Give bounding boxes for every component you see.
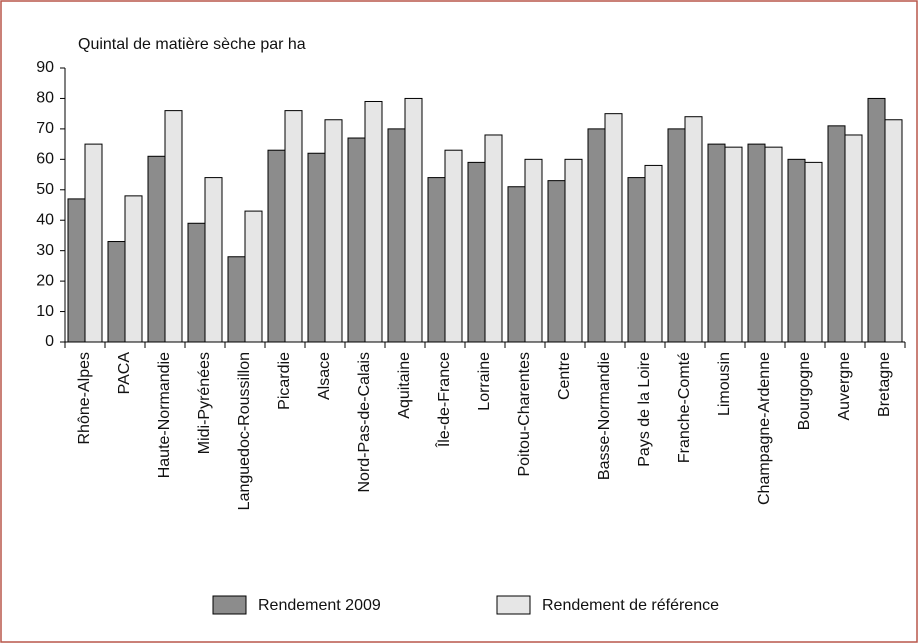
bar bbox=[244, 210, 263, 343]
bar bbox=[147, 155, 166, 343]
bar bbox=[867, 97, 886, 343]
y-tick-label: 60 bbox=[36, 151, 54, 168]
y-tick-label: 80 bbox=[36, 90, 54, 107]
bar bbox=[364, 100, 383, 343]
bar bbox=[307, 152, 326, 343]
bar bbox=[587, 128, 606, 343]
bar bbox=[467, 161, 486, 343]
bar bbox=[267, 149, 286, 343]
bar bbox=[444, 149, 463, 343]
x-tick-label: Bourgogne bbox=[796, 352, 813, 430]
x-tick-label: Picardie bbox=[276, 352, 293, 410]
bar bbox=[284, 110, 303, 343]
legend-label: Rendement 2009 bbox=[258, 597, 381, 614]
bar bbox=[67, 198, 86, 343]
bar bbox=[124, 195, 143, 343]
x-tick-label: Pays de la Loire bbox=[636, 352, 653, 467]
bar bbox=[387, 128, 406, 343]
bar bbox=[524, 158, 543, 343]
bar bbox=[884, 119, 903, 343]
y-tick-label: 10 bbox=[36, 303, 54, 320]
x-tick-label: Rhône-Alpes bbox=[76, 352, 93, 445]
x-tick-label: Poitou-Charentes bbox=[516, 352, 533, 477]
legend-label: Rendement de référence bbox=[542, 597, 719, 614]
bar bbox=[764, 146, 783, 343]
x-tick-label: Auvergne bbox=[836, 352, 853, 421]
bar bbox=[827, 125, 846, 343]
bar bbox=[564, 158, 583, 343]
x-tick-label: Basse-Normandie bbox=[596, 352, 613, 480]
y-tick-label: 90 bbox=[36, 59, 54, 76]
x-tick-label: Bretagne bbox=[876, 352, 893, 417]
y-tick-label: 20 bbox=[36, 272, 54, 289]
x-tick-label: Lorraine bbox=[476, 352, 493, 411]
bar bbox=[164, 110, 183, 343]
bar bbox=[324, 119, 343, 343]
bar bbox=[107, 241, 126, 343]
bar bbox=[84, 143, 103, 343]
y-tick-label: 40 bbox=[36, 211, 54, 228]
legend-swatch bbox=[496, 595, 531, 615]
bar bbox=[227, 256, 246, 343]
bar bbox=[684, 116, 703, 343]
bar bbox=[804, 161, 823, 343]
bar bbox=[507, 186, 526, 343]
x-tick-label: Haute-Normandie bbox=[156, 352, 173, 478]
x-tick-label: Languedoc-Roussillon bbox=[236, 352, 253, 510]
x-tick-label: Nord-Pas-de-Calais bbox=[356, 352, 373, 493]
bar bbox=[787, 158, 806, 343]
bar bbox=[484, 134, 503, 343]
y-tick-label: 30 bbox=[36, 242, 54, 259]
bar bbox=[604, 113, 623, 343]
x-tick-label: Aquitaine bbox=[396, 352, 413, 419]
bar bbox=[747, 143, 766, 343]
y-axis-title: Quintal de matière sèche par ha bbox=[78, 36, 306, 53]
bar bbox=[187, 222, 206, 343]
y-tick-label: 70 bbox=[36, 120, 54, 137]
bar bbox=[204, 177, 223, 343]
x-tick-label: Champagne-Ardenne bbox=[756, 352, 773, 505]
bar bbox=[547, 180, 566, 343]
x-tick-label: PACA bbox=[116, 352, 133, 395]
x-tick-label: Île-de-France bbox=[434, 352, 453, 448]
y-tick-label: 50 bbox=[36, 181, 54, 198]
bar bbox=[644, 164, 663, 343]
bar bbox=[404, 97, 423, 343]
legend-swatch bbox=[212, 595, 247, 615]
bar bbox=[347, 137, 366, 343]
bar bbox=[724, 146, 743, 343]
x-tick-label: Midi-Pyrénées bbox=[196, 352, 213, 454]
x-tick-label: Franche-Comté bbox=[676, 352, 693, 463]
y-tick-label: 0 bbox=[45, 333, 54, 350]
bar bbox=[707, 143, 726, 343]
bar bbox=[844, 134, 863, 343]
x-tick-label: Centre bbox=[556, 352, 573, 400]
bar bbox=[427, 177, 446, 343]
bar bbox=[627, 177, 646, 343]
x-tick-label: Limousin bbox=[716, 352, 733, 416]
bar bbox=[667, 128, 686, 343]
x-tick-label: Alsace bbox=[316, 352, 333, 400]
